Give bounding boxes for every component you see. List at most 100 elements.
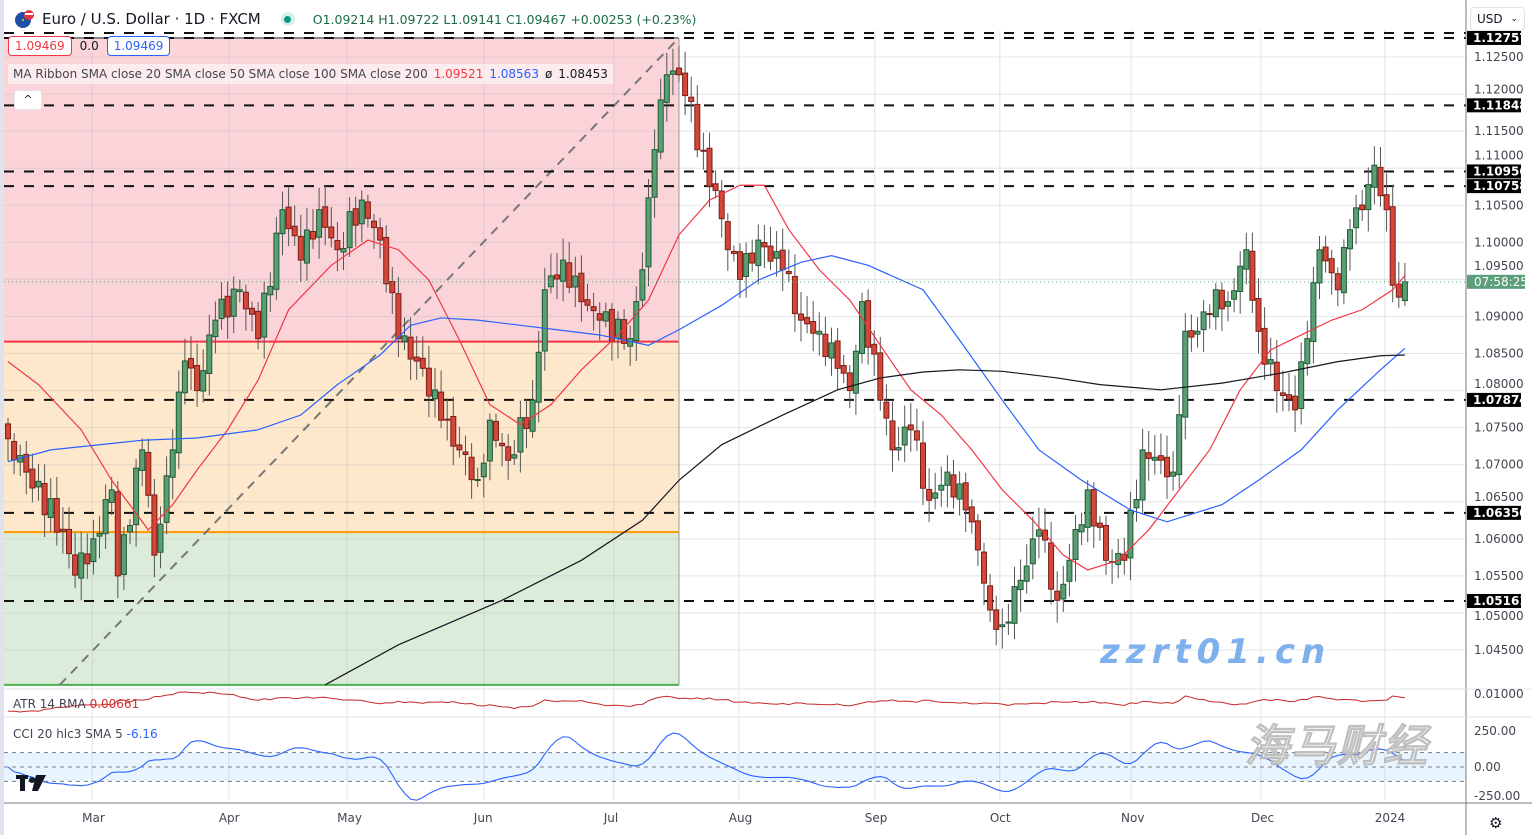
candle [23, 441, 30, 495]
candle [682, 51, 689, 115]
candle-body [1060, 583, 1067, 600]
candle-body [188, 358, 194, 369]
candle [981, 542, 987, 606]
candle-body [474, 479, 481, 482]
candle-body [1310, 282, 1317, 343]
candle-body [822, 333, 829, 358]
candle [200, 349, 207, 403]
candle [663, 52, 670, 122]
candle-body [938, 484, 945, 491]
candle [859, 292, 865, 364]
candle [755, 224, 762, 285]
candle [480, 453, 487, 498]
candle-body [920, 442, 926, 489]
candle [1151, 435, 1158, 475]
candle-body [1182, 330, 1189, 418]
candle [108, 476, 115, 516]
candle [1261, 307, 1268, 380]
candle-body [29, 468, 36, 489]
candle-body [297, 235, 304, 261]
tradingview-logo[interactable] [16, 772, 46, 796]
currency-label: USD [1477, 12, 1503, 26]
candle [1157, 433, 1164, 475]
candle [96, 516, 103, 559]
sell-button[interactable]: 1.09469 [8, 36, 72, 56]
candle-body [1401, 281, 1408, 302]
candle-body [200, 370, 207, 392]
cci-label[interactable]: CCI 20 hlc3 SMA 5 -6.16 [13, 727, 158, 741]
candle-body [456, 444, 463, 451]
candle-body [120, 534, 127, 575]
candle-body [846, 372, 853, 392]
candle [523, 399, 530, 449]
candle [560, 238, 567, 302]
candle [1389, 184, 1396, 303]
candle-body [541, 289, 548, 352]
candle [1304, 320, 1311, 376]
fib-zone-upper [4, 37, 679, 342]
candle-body [493, 420, 499, 441]
candle-body [1389, 206, 1396, 286]
candle-body [737, 251, 743, 280]
candle [1048, 521, 1055, 605]
candle [236, 279, 243, 303]
candle-body [1048, 542, 1055, 590]
candle [706, 132, 713, 208]
candle-body [194, 364, 201, 392]
candle [999, 608, 1006, 649]
currency-select[interactable]: USD ⌄ [1470, 7, 1525, 31]
candle [1054, 571, 1061, 623]
sma50-value: 1.08563 [489, 67, 539, 81]
candle-body [926, 488, 933, 501]
candle-body [1328, 258, 1335, 274]
candle-body [438, 391, 445, 421]
candle [279, 191, 286, 256]
candle [175, 370, 182, 469]
candle [66, 507, 72, 569]
candle [1035, 507, 1042, 559]
atr-value: 0.00661 [89, 697, 140, 711]
candle [29, 453, 36, 503]
candle-body [291, 225, 298, 237]
level-price-label: 1.12757 [1473, 31, 1528, 45]
candle-body [688, 96, 695, 102]
candle [377, 218, 384, 259]
candle-body [1377, 166, 1384, 197]
candle-body [1054, 590, 1061, 601]
candle-body [517, 417, 524, 453]
settings-gear-icon[interactable]: ⚙ [1489, 814, 1503, 832]
candle [72, 532, 79, 589]
candle [1145, 430, 1152, 481]
candle [328, 207, 335, 248]
cci-tick-label: -250.00 [1474, 789, 1520, 803]
candle [438, 370, 445, 429]
candle [987, 573, 994, 622]
candle-body [840, 364, 847, 374]
candle [1133, 479, 1140, 522]
candle-body [1029, 538, 1036, 565]
candle-body [419, 357, 426, 369]
candle [1072, 515, 1079, 582]
chevron-down-icon: ⌄ [1510, 14, 1518, 24]
time-axis-label: Mar [82, 811, 105, 825]
candle [145, 438, 152, 508]
candle-body [1212, 289, 1219, 318]
candle-body [96, 532, 103, 537]
candle [1316, 235, 1323, 300]
candle-body [1170, 471, 1177, 477]
candle-body [798, 313, 804, 321]
candle [645, 178, 652, 287]
candle-body [413, 356, 420, 362]
candle [883, 384, 890, 436]
symbol-title[interactable]: Euro / U.S. Dollar · 1D · FXCM [42, 10, 261, 28]
price-tick-label: 1.11500 [1474, 124, 1524, 138]
atr-label[interactable]: ATR 14 RMA 0.00661 [13, 697, 139, 711]
ma-ribbon-legend[interactable]: MA Ribbon SMA close 20 SMA close 50 SMA … [8, 64, 613, 84]
candle-body [468, 456, 475, 481]
buy-button[interactable]: 1.09469 [106, 36, 171, 56]
candle [541, 267, 548, 371]
candle-body [169, 449, 176, 478]
collapse-legend-button[interactable]: ^ [14, 90, 42, 110]
candle [1340, 239, 1347, 305]
